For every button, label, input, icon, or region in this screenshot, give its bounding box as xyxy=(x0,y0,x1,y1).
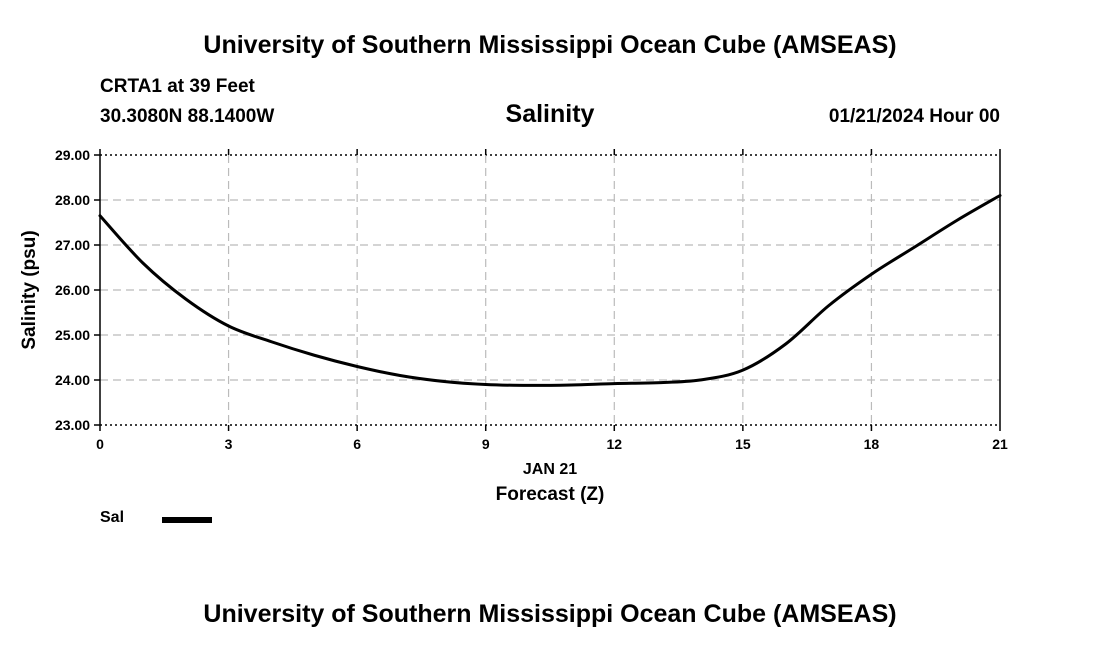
coordinates-label: 30.3080N 88.1400W xyxy=(100,106,275,127)
x-axis-date-label: JAN 21 xyxy=(523,461,577,478)
y-axis-label: Salinity (psu) xyxy=(19,230,40,349)
datetime-label: 01/21/2024 Hour 00 xyxy=(828,106,1000,127)
y-tick-label: 26.00 xyxy=(55,282,90,298)
x-tick-label: 15 xyxy=(735,436,751,452)
x-tick-label: 0 xyxy=(96,436,104,452)
axis-ticks: 23.00 24.00 25.00 26.00 27.00 28.00 29.00 0 3 6 9 1… xyxy=(55,147,1008,452)
x-axis-label: Forecast (Z) xyxy=(496,484,605,505)
y-tick-label: 23.00 xyxy=(55,417,90,433)
legend-label: Sal xyxy=(100,509,125,526)
x-tick-label: 12 xyxy=(606,436,622,452)
y-tick-label: 27.00 xyxy=(55,237,90,253)
x-tick-label: 18 xyxy=(864,436,880,452)
y-tick-label: 24.00 xyxy=(55,372,90,388)
station-label: CRTA1 at 39 Feet xyxy=(100,76,255,97)
x-tick-label: 6 xyxy=(353,436,361,452)
y-tick-label: 25.00 xyxy=(55,327,90,343)
chart-title: Salinity xyxy=(505,100,595,128)
top-title: University of Southern Mississippi Ocean… xyxy=(203,31,897,59)
x-tick-label: 3 xyxy=(225,436,233,452)
y-tick-label: 28.00 xyxy=(55,192,90,208)
bottom-title: University of Southern Mississippi Ocean… xyxy=(203,600,897,628)
x-tick-label: 9 xyxy=(482,436,490,452)
legend-line-swatch xyxy=(162,517,212,523)
series-line-sal xyxy=(98,194,1002,387)
series-layer xyxy=(98,194,1002,387)
x-tick-label: 21 xyxy=(992,436,1008,452)
y-tick-label: 29.00 xyxy=(55,147,90,163)
